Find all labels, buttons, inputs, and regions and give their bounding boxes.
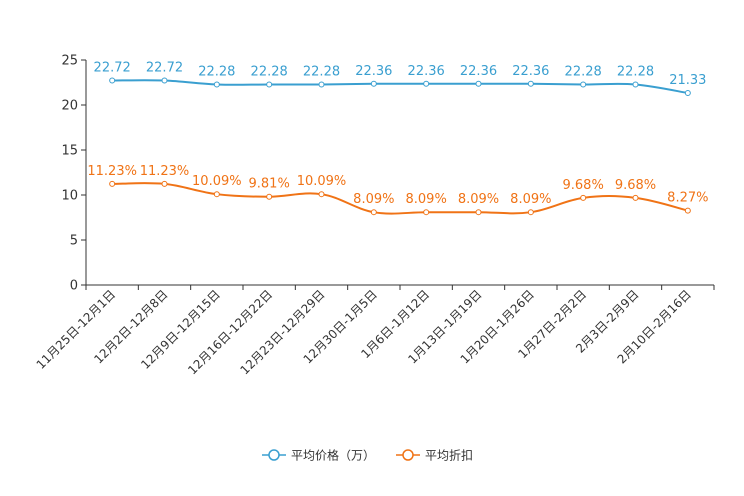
data-label: 11.23% bbox=[140, 164, 190, 179]
y-tick-label: 20 bbox=[61, 99, 78, 114]
data-label: 22.36 bbox=[512, 64, 549, 79]
x-axis: 11月25日-12月1日12月2日-12月8日12月9日-12月15日12月16… bbox=[34, 284, 715, 377]
data-label: 22.28 bbox=[617, 64, 654, 79]
y-tick-label: 0 bbox=[70, 279, 78, 294]
legend-marker-icon bbox=[268, 449, 280, 461]
data-point[interactable] bbox=[684, 90, 691, 97]
data-label: 22.36 bbox=[355, 64, 392, 79]
data-point[interactable] bbox=[527, 80, 534, 87]
data-point[interactable] bbox=[632, 81, 639, 88]
data-label: 22.28 bbox=[303, 64, 340, 79]
y-tick-label: 10 bbox=[61, 189, 78, 204]
data-point[interactable] bbox=[266, 193, 273, 200]
data-label: 22.28 bbox=[565, 64, 602, 79]
data-label: 22.36 bbox=[408, 64, 445, 79]
data-label: 8.09% bbox=[353, 192, 394, 207]
data-label: 8.27% bbox=[667, 191, 708, 206]
data-point[interactable] bbox=[684, 207, 691, 214]
y-tick-label: 15 bbox=[61, 144, 78, 159]
legend-label: 平均折扣 bbox=[425, 448, 473, 463]
series-0: 22.72 22.72 22.28 22.28 22.28 22.36 22.36 22.36… bbox=[94, 61, 706, 97]
legend-item-0[interactable]: 平均价格（万） bbox=[262, 448, 375, 463]
data-label: 9.81% bbox=[249, 177, 290, 192]
data-point[interactable] bbox=[423, 80, 430, 87]
data-point[interactable] bbox=[318, 191, 325, 198]
data-label: 11.23% bbox=[87, 164, 137, 179]
data-point[interactable] bbox=[266, 81, 273, 88]
data-point[interactable] bbox=[423, 209, 430, 216]
data-point[interactable] bbox=[161, 77, 168, 84]
data-label: 22.28 bbox=[251, 64, 288, 79]
legend-marker-icon bbox=[402, 449, 414, 461]
data-point[interactable] bbox=[109, 180, 116, 187]
data-label: 10.09% bbox=[297, 174, 347, 189]
data-label: 8.09% bbox=[406, 192, 447, 207]
data-label: 9.68% bbox=[563, 178, 604, 193]
data-point[interactable] bbox=[370, 80, 377, 87]
series-layer: 22.72 22.72 22.28 22.28 22.28 22.36 22.36 22.36… bbox=[87, 61, 708, 216]
data-label: 9.68% bbox=[615, 178, 656, 193]
data-label: 8.09% bbox=[458, 192, 499, 207]
data-point[interactable] bbox=[580, 81, 587, 88]
data-label: 22.72 bbox=[94, 61, 131, 76]
y-axis: 0 5 10 15 20 25 bbox=[61, 54, 87, 294]
y-tick-label: 5 bbox=[70, 234, 78, 249]
data-point[interactable] bbox=[370, 209, 377, 216]
legend[interactable]: 平均价格（万） 平均折扣 bbox=[262, 448, 473, 463]
series-line bbox=[112, 182, 689, 215]
data-point[interactable] bbox=[475, 80, 482, 87]
series-1: 11.23% 11.23%10.09% 9.81% 10.09%8.09% 8.09% 8… bbox=[87, 164, 708, 216]
data-point[interactable] bbox=[632, 194, 639, 201]
data-label: 21.33 bbox=[669, 73, 706, 88]
data-label: 8.09% bbox=[510, 192, 551, 207]
y-tick-label: 25 bbox=[61, 54, 78, 69]
data-label: 22.28 bbox=[198, 64, 235, 79]
data-point[interactable] bbox=[475, 209, 482, 216]
series-line bbox=[112, 79, 688, 95]
data-point[interactable] bbox=[527, 209, 534, 216]
data-point[interactable] bbox=[213, 191, 220, 198]
data-point[interactable] bbox=[109, 77, 116, 84]
legend-item-1[interactable]: 平均折扣 bbox=[396, 448, 473, 463]
data-point[interactable] bbox=[318, 81, 325, 88]
data-point[interactable] bbox=[161, 180, 168, 187]
legend-label: 平均价格（万） bbox=[291, 448, 375, 463]
data-point[interactable] bbox=[580, 194, 587, 201]
data-label: 10.09% bbox=[192, 174, 242, 189]
data-label: 22.36 bbox=[460, 64, 497, 79]
data-point[interactable] bbox=[213, 81, 220, 88]
data-label: 22.72 bbox=[146, 61, 183, 76]
